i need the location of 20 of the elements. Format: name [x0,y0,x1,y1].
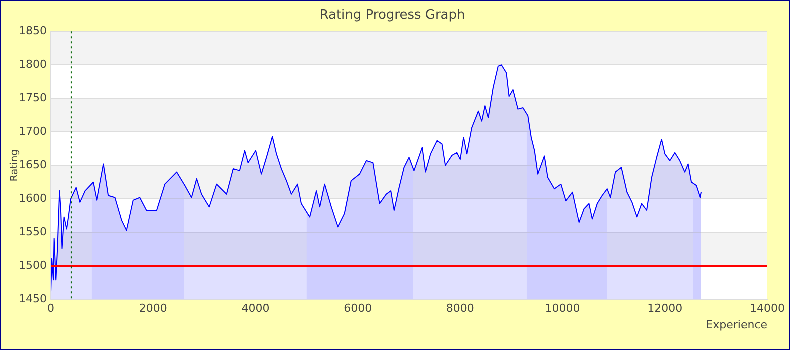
y-tick-label: 1550 [18,225,47,238]
x-tick-label: 4000 [242,302,270,316]
x-tick-label: 0 [47,302,54,316]
x-tick-label: 8000 [446,302,474,316]
y-axis-title: Rating [10,149,21,182]
y-tick-label: 1450 [18,292,47,306]
y-tick-label: 1650 [18,158,47,172]
x-tick-label: 6000 [344,302,372,316]
y-tick-label: 1600 [18,192,47,205]
y-tick-label: 1700 [18,124,47,138]
y-tick-label: 1850 [18,24,47,38]
y-tick-label: 1750 [18,91,47,104]
x-tick-label: 10000 [545,302,580,316]
y-tick-label: 1500 [18,258,47,272]
chart-title: Rating Progress Graph [320,8,466,24]
x-tick-label: 2000 [139,302,168,316]
x-tick-label: 14000 [750,302,786,316]
y-tick-label: 1800 [18,58,47,71]
x-axis-title: Experience [706,318,768,332]
x-tick-label: 12000 [648,302,683,316]
